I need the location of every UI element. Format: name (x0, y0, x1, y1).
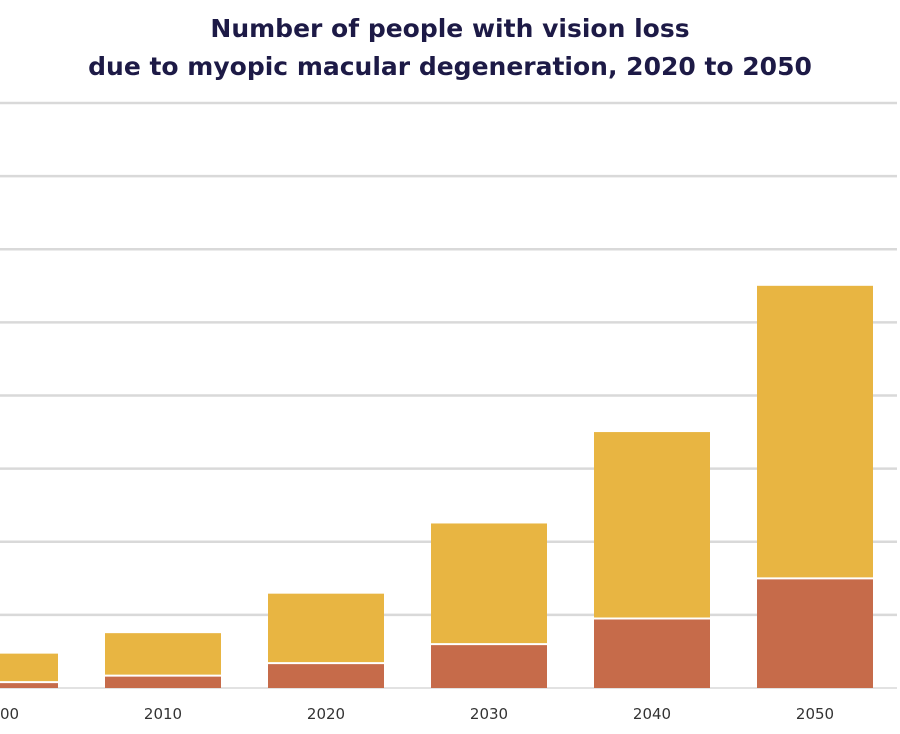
bar-segment-lower-2040 (594, 618, 710, 688)
bar-segment-lower-2030 (431, 644, 547, 688)
bar-segment-upper-2000 (0, 653, 58, 683)
x-tick-label-2030: 2030 (470, 705, 508, 723)
chart-title: Number of people with vision loss due to… (0, 10, 900, 86)
bar-segment-lower-2000 (0, 682, 58, 688)
chart-title-line-1: Number of people with vision loss (210, 14, 690, 43)
bar-segment-lower-2050 (757, 578, 873, 688)
chart-title-line-2: due to myopic macular degeneration, 2020… (88, 52, 812, 81)
x-tick-label-2000: 2000 (0, 705, 19, 723)
bar-segment-lower-2020 (268, 663, 384, 688)
x-tick-label-2040: 2040 (633, 705, 671, 723)
bars (0, 285, 873, 688)
x-tick-label-2010: 2010 (144, 705, 182, 723)
x-axis-tick-labels: 2000 2010 2020 2030 2040 2050 (0, 705, 834, 723)
bar-segment-upper-2030 (431, 523, 547, 645)
x-tick-label-2050: 2050 (796, 705, 834, 723)
bar-segment-upper-2020 (268, 593, 384, 664)
x-tick-label-2020: 2020 (307, 705, 345, 723)
bar-segment-upper-2010 (105, 633, 221, 676)
bar-segment-upper-2050 (757, 285, 873, 579)
bar-segment-lower-2010 (105, 675, 221, 688)
bar-segment-upper-2040 (594, 432, 710, 619)
